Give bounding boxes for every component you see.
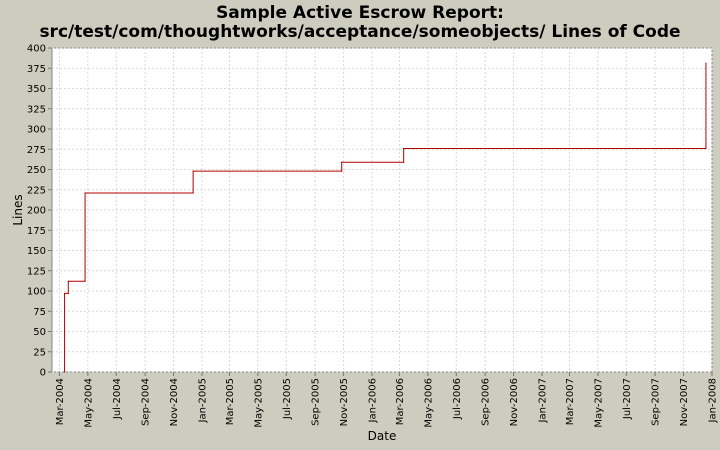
data-point xyxy=(67,280,69,282)
grid-lines xyxy=(52,47,713,373)
x-tick-label: Jan-2006 xyxy=(367,378,378,423)
data-point xyxy=(192,170,194,172)
x-tick-label: Mar-2005 xyxy=(225,378,236,425)
chart-title: Sample Active Escrow Report: xyxy=(216,3,504,23)
y-tick-label: 300 xyxy=(27,125,46,136)
x-tick-label: Jul-2005 xyxy=(282,378,293,420)
data-point xyxy=(705,147,707,150)
data-point xyxy=(705,62,707,64)
y-tick-label: 175 xyxy=(27,226,46,237)
y-tick-label: 375 xyxy=(27,64,46,75)
x-axis: Mar-2004 May-2004 Jul-2004 Sep-2004 Nov-2004… xyxy=(55,372,719,428)
x-tick-label: May-2007 xyxy=(593,378,604,428)
data-point xyxy=(341,161,343,163)
y-tick-label: 200 xyxy=(27,206,46,217)
chart-subtitle: src/test/com/thoughtworks/acceptance/som… xyxy=(39,22,681,42)
y-tick-label: 125 xyxy=(27,266,46,277)
x-tick-label: Jul-2006 xyxy=(452,378,463,420)
data-point xyxy=(63,371,66,373)
x-tick-label: Jul-2007 xyxy=(622,378,633,420)
x-tick-label: Jan-2005 xyxy=(197,378,208,423)
x-tick-label: May-2006 xyxy=(423,378,434,428)
y-tick-label: 25 xyxy=(33,347,46,358)
y-tick-label: 275 xyxy=(27,145,46,156)
x-tick-label: May-2005 xyxy=(253,378,264,428)
series-line xyxy=(64,63,707,372)
x-tick-label: Mar-2007 xyxy=(565,378,576,425)
data-point xyxy=(341,170,343,172)
y-tick-label: 75 xyxy=(33,307,46,318)
data-point xyxy=(403,161,405,163)
x-tick-label: Jul-2004 xyxy=(112,378,123,420)
x-tick-label: Nov-2005 xyxy=(339,378,350,426)
x-tick-label: May-2004 xyxy=(83,378,94,428)
x-tick-label: Nov-2004 xyxy=(169,378,180,426)
y-tick-label: 150 xyxy=(27,246,46,257)
x-tick-label: Mar-2006 xyxy=(395,378,406,425)
y-tick-label: 250 xyxy=(27,165,46,176)
y-tick-label: 100 xyxy=(27,287,46,298)
y-tick-label: 225 xyxy=(27,185,46,196)
data-point xyxy=(84,192,86,194)
x-tick-label: Nov-2006 xyxy=(509,378,520,426)
x-tick-label: Sep-2005 xyxy=(311,378,322,426)
x-tick-label: Nov-2007 xyxy=(679,378,690,426)
x-axis-title: Date xyxy=(368,429,397,443)
x-tick-label: Sep-2007 xyxy=(651,378,662,426)
data-point xyxy=(84,280,86,282)
y-tick-label: 325 xyxy=(27,104,46,115)
y-axis-title: Lines xyxy=(11,194,25,225)
data-point xyxy=(67,292,69,295)
y-tick-label: 50 xyxy=(33,327,46,338)
x-tick-label: Jan-2008 xyxy=(708,378,719,423)
y-tick-label: 0 xyxy=(40,368,46,379)
y-axis: 0 25 50 75 100 125 150 175 200 225 250 275 300 325 350… xyxy=(27,44,52,379)
y-tick-label: 400 xyxy=(27,44,46,55)
data-point xyxy=(63,292,66,295)
x-tick-label: Jan-2007 xyxy=(537,378,548,423)
data-point xyxy=(192,192,194,194)
x-tick-label: Sep-2004 xyxy=(141,378,152,426)
x-tick-label: Mar-2004 xyxy=(55,378,66,425)
y-tick-label: 350 xyxy=(27,84,46,95)
x-tick-label: Sep-2006 xyxy=(481,378,492,426)
data-point xyxy=(403,147,405,150)
series-layer xyxy=(63,62,707,373)
